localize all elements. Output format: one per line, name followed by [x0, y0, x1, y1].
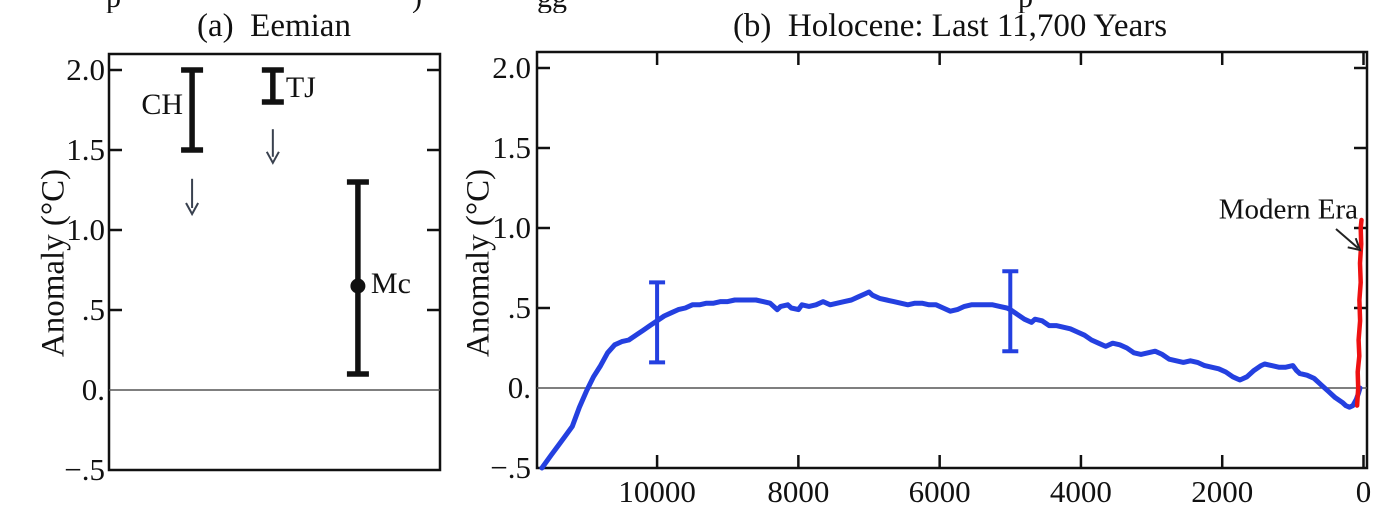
cropped-glyph-fragment: gg: [537, 0, 567, 13]
panel-a-ytick-label: 1.0: [66, 212, 105, 247]
holocene-curve: [539, 289, 1363, 471]
eemian-point-label: TJ: [285, 70, 316, 104]
modern-era-arrow: [1335, 228, 1359, 249]
panel-a-ytick-label: 1.5: [66, 132, 105, 167]
panel-b-xtick-label: 2000: [1191, 474, 1254, 509]
eemian-down-arrowhead: [265, 151, 280, 165]
panel-b-xtick-label: 0: [1355, 474, 1372, 509]
eemian-down-arrowhead: [185, 202, 200, 217]
panel-a-ytick-label: .5: [81, 292, 105, 327]
panel-b-ytick-label: −.5: [490, 450, 531, 485]
cropped-glyph-fragment: ): [412, 0, 422, 13]
eemian-point-label: CH: [141, 88, 184, 122]
panel-b-ytick-label: .5: [507, 290, 531, 325]
panel-b-xtick-label: 10000: [618, 474, 696, 509]
panel-b-ytick-label: 0.: [507, 370, 531, 405]
cropped-glyph-fragment: p: [106, 0, 121, 13]
panel-b-ytick-label: 1.0: [492, 210, 531, 245]
panel-b-ytick-label: 2.0: [492, 50, 531, 85]
panel-a-frame: [107, 52, 442, 472]
panel-b-title: (b) Holocene: Last 11,700 Years: [732, 8, 1168, 44]
panel-a-ytick-label: 2.0: [66, 52, 105, 87]
panel-b-xtick-label: 6000: [908, 474, 971, 509]
panel-b-xtick-label: 4000: [1049, 474, 1112, 509]
panel-b-xtick-label: 8000: [767, 474, 830, 509]
panel-b-ytick-label: 1.5: [492, 130, 531, 165]
modern-era-arrowhead: [1347, 237, 1362, 252]
panel-a-ytick-label: −.5: [64, 452, 105, 487]
panel-a-title: (a) Eemian: [197, 8, 351, 44]
panel-a-ytick-label: 0.: [81, 372, 105, 407]
panel-b-frame: [535, 50, 1369, 470]
modern-era-annotation: Modern Era: [1218, 193, 1358, 226]
cropped-text-fragments: p) gg p: [0, 0, 1384, 13]
eemian-center-dot: [350, 278, 366, 294]
cropped-glyph-fragment: p: [1018, 0, 1033, 13]
modern-era-curve: [1354, 217, 1364, 408]
eemian-point-label: Mc: [370, 267, 411, 301]
